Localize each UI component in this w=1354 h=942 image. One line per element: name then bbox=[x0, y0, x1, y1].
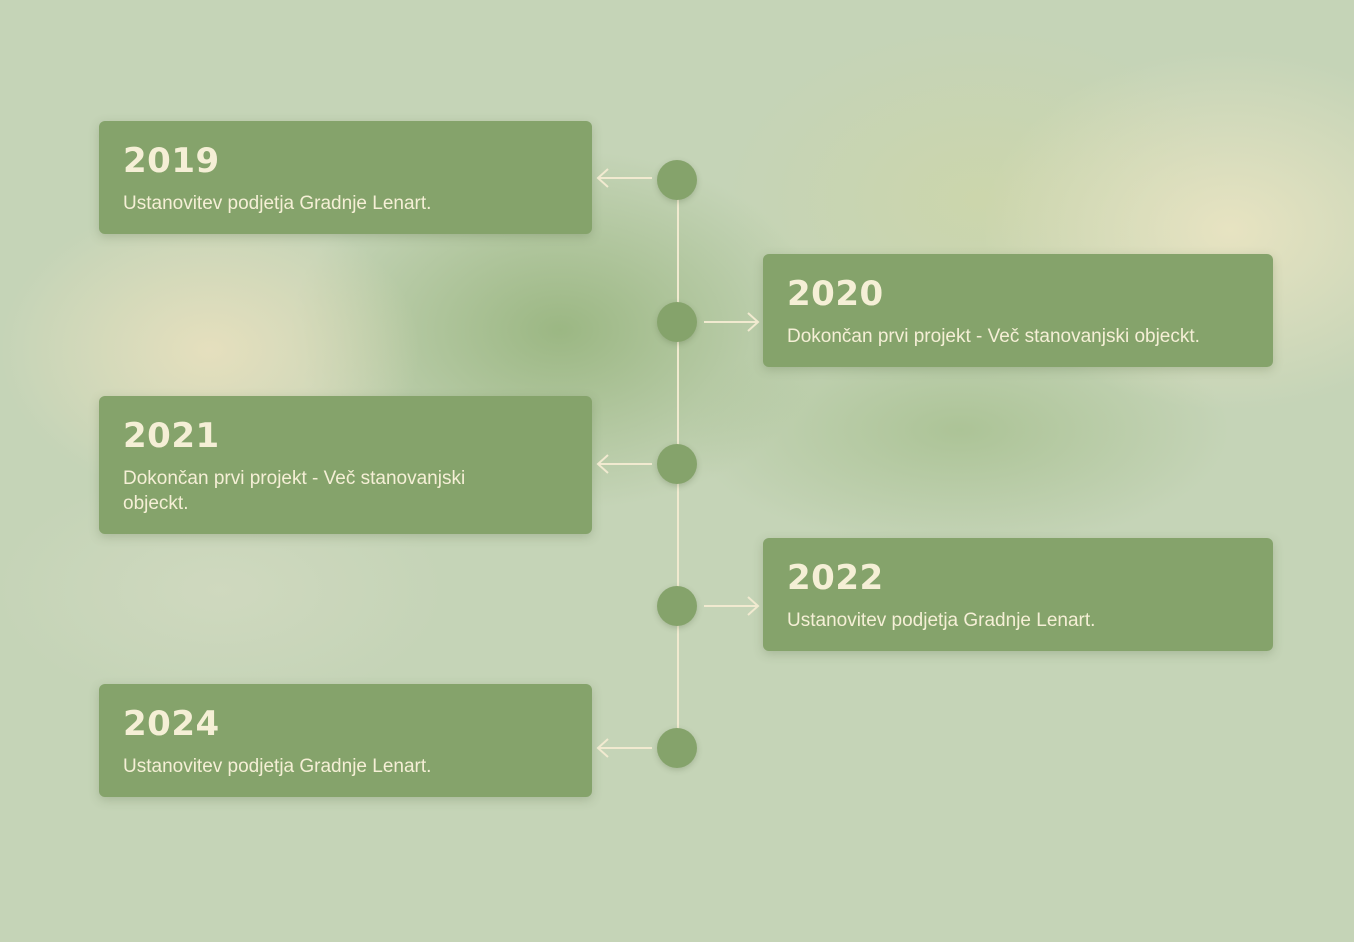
timeline-year: 2024 bbox=[123, 704, 220, 744]
timeline-card-2019: 2019 Ustanovitev podjetja Gradnje Lenart… bbox=[99, 121, 592, 234]
timeline-dot bbox=[657, 444, 697, 484]
timeline-description: Dokončan prvi projekt - Več stanovanjski… bbox=[787, 326, 1200, 347]
arrow-left-icon bbox=[596, 168, 652, 188]
timeline-year: 2019 bbox=[123, 141, 220, 181]
timeline-year: 2020 bbox=[787, 274, 884, 314]
timeline-dot bbox=[657, 302, 697, 342]
timeline-year: 2022 bbox=[787, 558, 884, 598]
timeline-year: 2021 bbox=[123, 416, 220, 456]
timeline-description: Ustanovitev podjetja Gradnje Lenart. bbox=[787, 610, 1096, 631]
timeline-description: Ustanovitev podjetja Gradnje Lenart. bbox=[123, 193, 432, 214]
timeline-dot bbox=[657, 728, 697, 768]
timeline-card-2021: 2021 Dokončan prvi projekt - Več stanova… bbox=[99, 396, 592, 534]
arrow-right-icon bbox=[704, 312, 760, 332]
timeline-dot bbox=[657, 586, 697, 626]
arrow-right-icon bbox=[704, 596, 760, 616]
timeline-card-2020: 2020 Dokončan prvi projekt - Več stanova… bbox=[763, 254, 1273, 367]
arrow-left-icon bbox=[596, 454, 652, 474]
arrow-left-icon bbox=[596, 738, 652, 758]
timeline-card-2024: 2024 Ustanovitev podjetja Gradnje Lenart… bbox=[99, 684, 592, 797]
timeline-card-2022: 2022 Ustanovitev podjetja Gradnje Lenart… bbox=[763, 538, 1273, 651]
timeline-description: Dokončan prvi projekt - Več stanovanjski… bbox=[123, 468, 466, 514]
timeline-dot bbox=[657, 160, 697, 200]
timeline-description: Ustanovitev podjetja Gradnje Lenart. bbox=[123, 756, 432, 777]
